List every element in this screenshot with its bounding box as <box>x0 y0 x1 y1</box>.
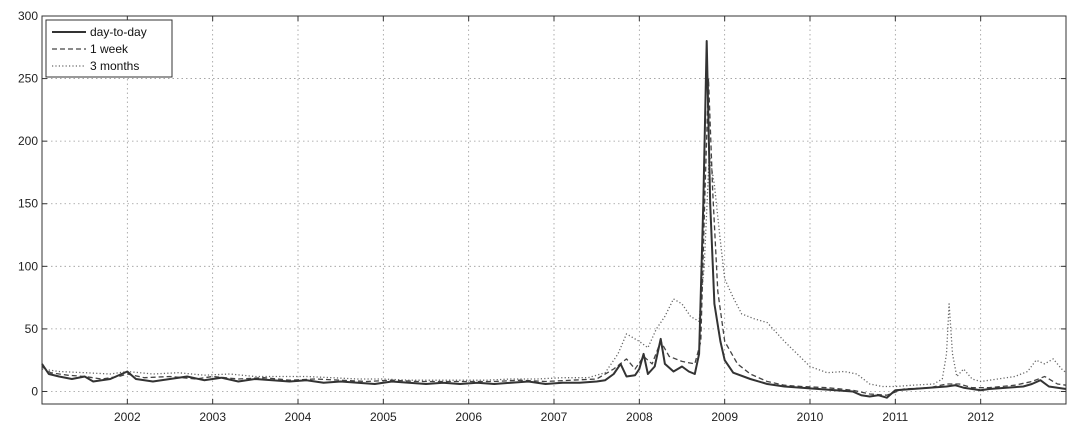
y-tick-label: 150 <box>18 197 38 211</box>
x-tick-label: 2008 <box>626 410 653 424</box>
legend-label: day-to-day <box>90 25 147 39</box>
x-tick-label: 2006 <box>455 410 482 424</box>
series-line-3-months <box>41 153 1067 388</box>
y-tick-label: 100 <box>18 259 38 273</box>
y-axis: 0 50 100 150 200 250 300 <box>18 9 1066 398</box>
series-group <box>41 40 1067 399</box>
series-line-day-to-day <box>41 40 1067 399</box>
x-tick-label: 2004 <box>285 410 312 424</box>
legend-label: 3 months <box>90 59 139 73</box>
x-tick-label: 2007 <box>541 410 568 424</box>
y-tick-label: 50 <box>25 322 39 336</box>
legend-label: 1 week <box>90 42 129 56</box>
legend-box <box>45 19 173 78</box>
y-tick-label: 200 <box>18 134 38 148</box>
grid <box>42 15 1066 404</box>
x-tick-label: 2012 <box>967 410 994 424</box>
y-tick-label: 0 <box>31 384 38 398</box>
y-tick-label: 250 <box>18 72 38 86</box>
x-axis: 2002 2003 2004 2005 2006 2007 2008 2009 2010 2011… <box>114 16 994 424</box>
x-tick-label: 2010 <box>797 410 824 424</box>
x-tick-label: 2009 <box>711 410 738 424</box>
x-tick-label: 2003 <box>199 410 226 424</box>
x-tick-label: 2011 <box>882 410 908 424</box>
y-tick-label: 300 <box>18 9 38 23</box>
x-tick-label: 2002 <box>114 410 141 424</box>
x-tick-label: 2005 <box>370 410 397 424</box>
legend: day-to-day 1 week 3 months <box>45 19 173 78</box>
